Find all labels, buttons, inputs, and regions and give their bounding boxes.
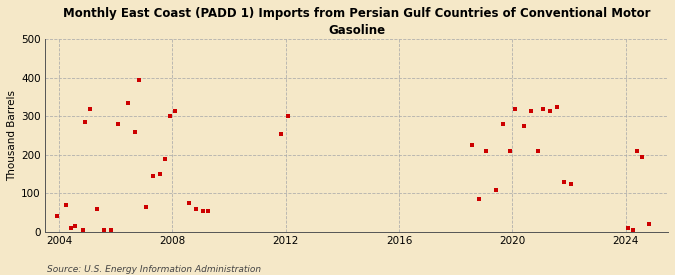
Point [466,143,477,147]
Point [91,207,102,211]
Point [632,149,643,153]
Point [627,228,638,232]
Point [113,122,124,126]
Point [491,187,502,192]
Point [141,205,152,209]
Point [551,104,562,109]
Point [65,226,76,230]
Point [169,108,180,113]
Point [202,208,213,213]
Point [70,224,81,228]
Y-axis label: Thousand Barrels: Thousand Barrels [7,90,17,181]
Point [80,120,90,124]
Point [505,149,516,153]
Point [509,106,520,111]
Point [566,182,576,186]
Point [622,226,633,230]
Point [545,108,556,113]
Point [497,122,508,126]
Point [526,108,537,113]
Title: Monthly East Coast (PADD 1) Imports from Persian Gulf Countries of Conventional : Monthly East Coast (PADD 1) Imports from… [63,7,650,37]
Point [637,155,647,159]
Point [122,101,133,105]
Point [198,208,209,213]
Point [165,114,176,119]
Point [148,174,159,178]
Point [77,228,88,232]
Point [190,207,201,211]
Point [130,130,140,134]
Point [481,149,491,153]
Point [99,228,109,232]
Point [155,172,166,176]
Point [105,228,116,232]
Point [533,149,544,153]
Point [134,78,144,82]
Point [84,106,95,111]
Point [275,131,286,136]
Point [537,106,548,111]
Point [51,214,62,219]
Point [644,222,655,226]
Point [184,201,194,205]
Point [283,114,294,119]
Point [474,197,485,201]
Text: Source: U.S. Energy Information Administration: Source: U.S. Energy Information Administ… [47,265,261,274]
Point [519,124,530,128]
Point [61,203,72,207]
Point [160,156,171,161]
Point [559,180,570,184]
